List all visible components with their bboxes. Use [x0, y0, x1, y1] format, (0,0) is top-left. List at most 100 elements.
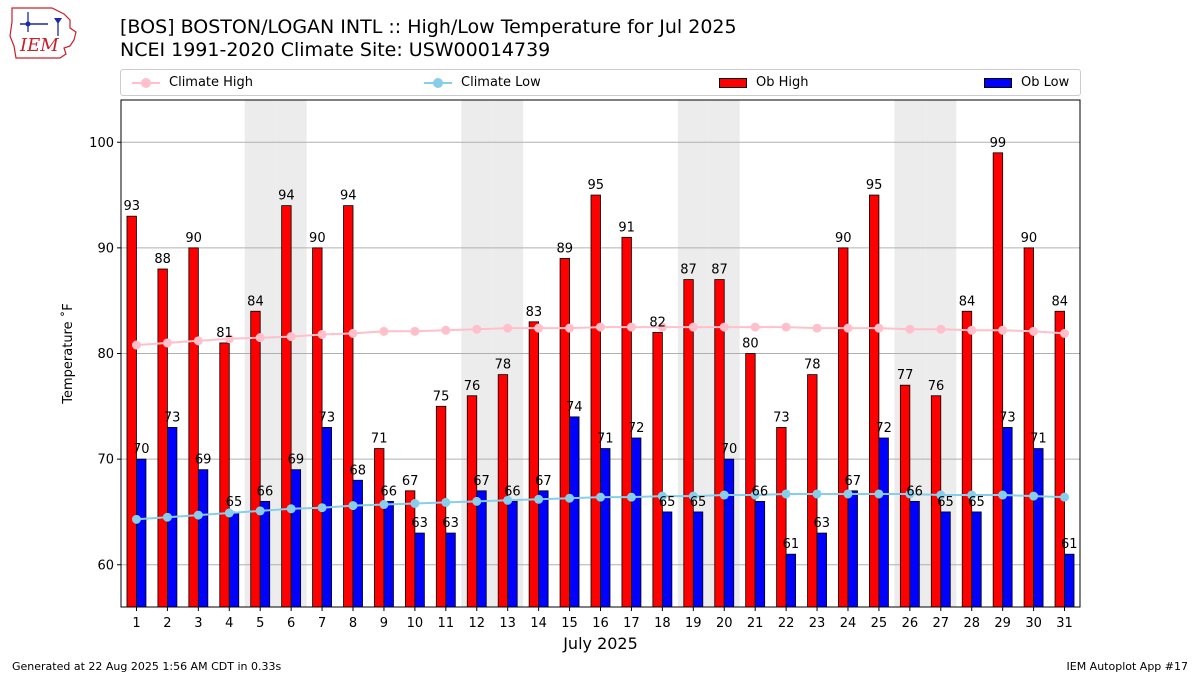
climate-high-point: [1060, 328, 1070, 338]
legend-label-ob-low: Ob Low: [1021, 75, 1070, 90]
ob-high-label: 73: [773, 410, 790, 425]
ob-high-label: 78: [804, 358, 821, 373]
climate-low-point: [162, 512, 172, 522]
x-tick-label: 14: [530, 616, 547, 631]
climate-high-point: [936, 324, 946, 334]
legend-label-ob-high: Ob High: [756, 75, 809, 90]
ob-high-bar: [838, 247, 849, 608]
x-tick-label: 27: [933, 616, 950, 631]
climate-high-point: [255, 333, 265, 343]
y-tick-label: 60: [97, 558, 114, 573]
climate-high-point: [317, 329, 327, 339]
ob-high-label: 90: [1021, 231, 1038, 246]
climate-high-point: [874, 323, 884, 333]
ob-high-bar: [312, 247, 323, 608]
ob-low-bar: [754, 500, 766, 608]
x-tick-label: 18: [654, 616, 671, 631]
ob-low-bar: [290, 469, 302, 608]
ob-low-label: 69: [288, 453, 305, 468]
climate-low-point: [131, 514, 141, 524]
x-tick-label: 7: [318, 616, 326, 631]
climate-low-point: [905, 489, 915, 499]
climate-low-point: [843, 489, 853, 499]
ob-high-bar: [374, 448, 385, 608]
ob-low-bar: [723, 458, 735, 608]
ob-high-label: 84: [1052, 294, 1069, 309]
plot-frame: [120, 99, 1081, 608]
ob-low-bar: [259, 500, 271, 608]
climate-low-point: [534, 494, 544, 504]
ob-high-bar: [652, 331, 663, 608]
x-tick-label: 12: [468, 616, 485, 631]
x-axis-label: July 2025: [562, 634, 638, 653]
x-tick-label: 13: [499, 616, 516, 631]
climate-low-point: [1060, 492, 1070, 502]
chart-title: [BOS] BOSTON/LOGAN INTL :: High/Low Temp…: [120, 16, 737, 38]
ob-low-bar: [538, 490, 549, 608]
climate-high-point: [441, 325, 451, 335]
ob-high-bar: [528, 321, 540, 608]
ob-low-label: 61: [1061, 537, 1078, 552]
footer-generated: Generated at 22 Aug 2025 1:56 AM CDT in …: [12, 660, 282, 673]
ob-low-label: 63: [814, 516, 831, 531]
ob-high-bar: [961, 310, 973, 608]
climate-high-point: [657, 322, 667, 332]
x-tick-label: 4: [225, 616, 233, 631]
ob-high-bar: [157, 268, 168, 608]
ob-low-label: 63: [442, 516, 459, 531]
ob-high-label: 76: [464, 379, 481, 394]
ob-low-label: 68: [349, 463, 366, 478]
ob-high-bar: [869, 194, 880, 608]
ob-high-label: 90: [835, 231, 852, 246]
ob-low-label: 73: [319, 410, 336, 425]
ob-high-label: 95: [587, 178, 604, 193]
ob-high-label: 95: [866, 178, 883, 193]
chart-legend: Climate High Climate Low Ob High Ob Low: [120, 69, 1081, 96]
x-tick-label: 15: [561, 616, 578, 631]
legend-item-ob-low: Ob Low: [984, 70, 1069, 95]
ob-low-label: 67: [535, 474, 552, 489]
climate-low-point: [781, 489, 791, 499]
logo-text: IEM: [19, 35, 59, 56]
ob-low-bar: [600, 448, 611, 608]
y-tick-label: 90: [97, 241, 114, 256]
ob-low-label: 65: [968, 495, 985, 510]
y-tick-label: 100: [89, 136, 114, 151]
climate-high-point: [472, 324, 482, 334]
climate-high-point: [565, 323, 575, 333]
climate-high-point: [410, 326, 420, 336]
ob-high-label: 84: [959, 294, 976, 309]
climate-low-point: [596, 492, 605, 502]
climate-high-point: [905, 324, 915, 334]
climate-high-point: [193, 336, 203, 346]
ob-high-label: 94: [278, 189, 295, 204]
ob-low-label: 69: [195, 453, 212, 468]
ob-high-label: 78: [495, 358, 512, 373]
ob-low-bar: [631, 437, 642, 608]
climate-low-point: [998, 490, 1008, 500]
x-tick-label: 5: [256, 616, 264, 631]
ob-high-label: 90: [185, 231, 202, 246]
climate-low-point: [441, 497, 451, 507]
ob-low-bar: [661, 511, 673, 608]
ob-low-label: 70: [133, 442, 150, 457]
ob-high-label: 77: [897, 368, 914, 383]
ob-high-label: 71: [371, 432, 388, 447]
ob-low-bar: [692, 511, 704, 608]
ob-low-bar: [445, 532, 456, 608]
ob-low-label: 61: [783, 537, 800, 552]
ob-low-label: 67: [473, 474, 490, 489]
ob-high-bar: [1054, 310, 1065, 608]
climate-low-point: [410, 498, 420, 508]
x-tick-label: 10: [407, 616, 424, 631]
climate-low-point: [967, 490, 977, 500]
climate-high-point: [843, 323, 853, 333]
climate-high-point: [812, 323, 822, 333]
ob-low-bar: [1064, 553, 1075, 608]
climate-low-point: [379, 500, 389, 510]
climate-high-point: [131, 340, 141, 350]
ob-low-label: 72: [628, 421, 645, 436]
x-tick-label: 22: [778, 616, 795, 631]
ob-high-label: 89: [557, 241, 574, 256]
